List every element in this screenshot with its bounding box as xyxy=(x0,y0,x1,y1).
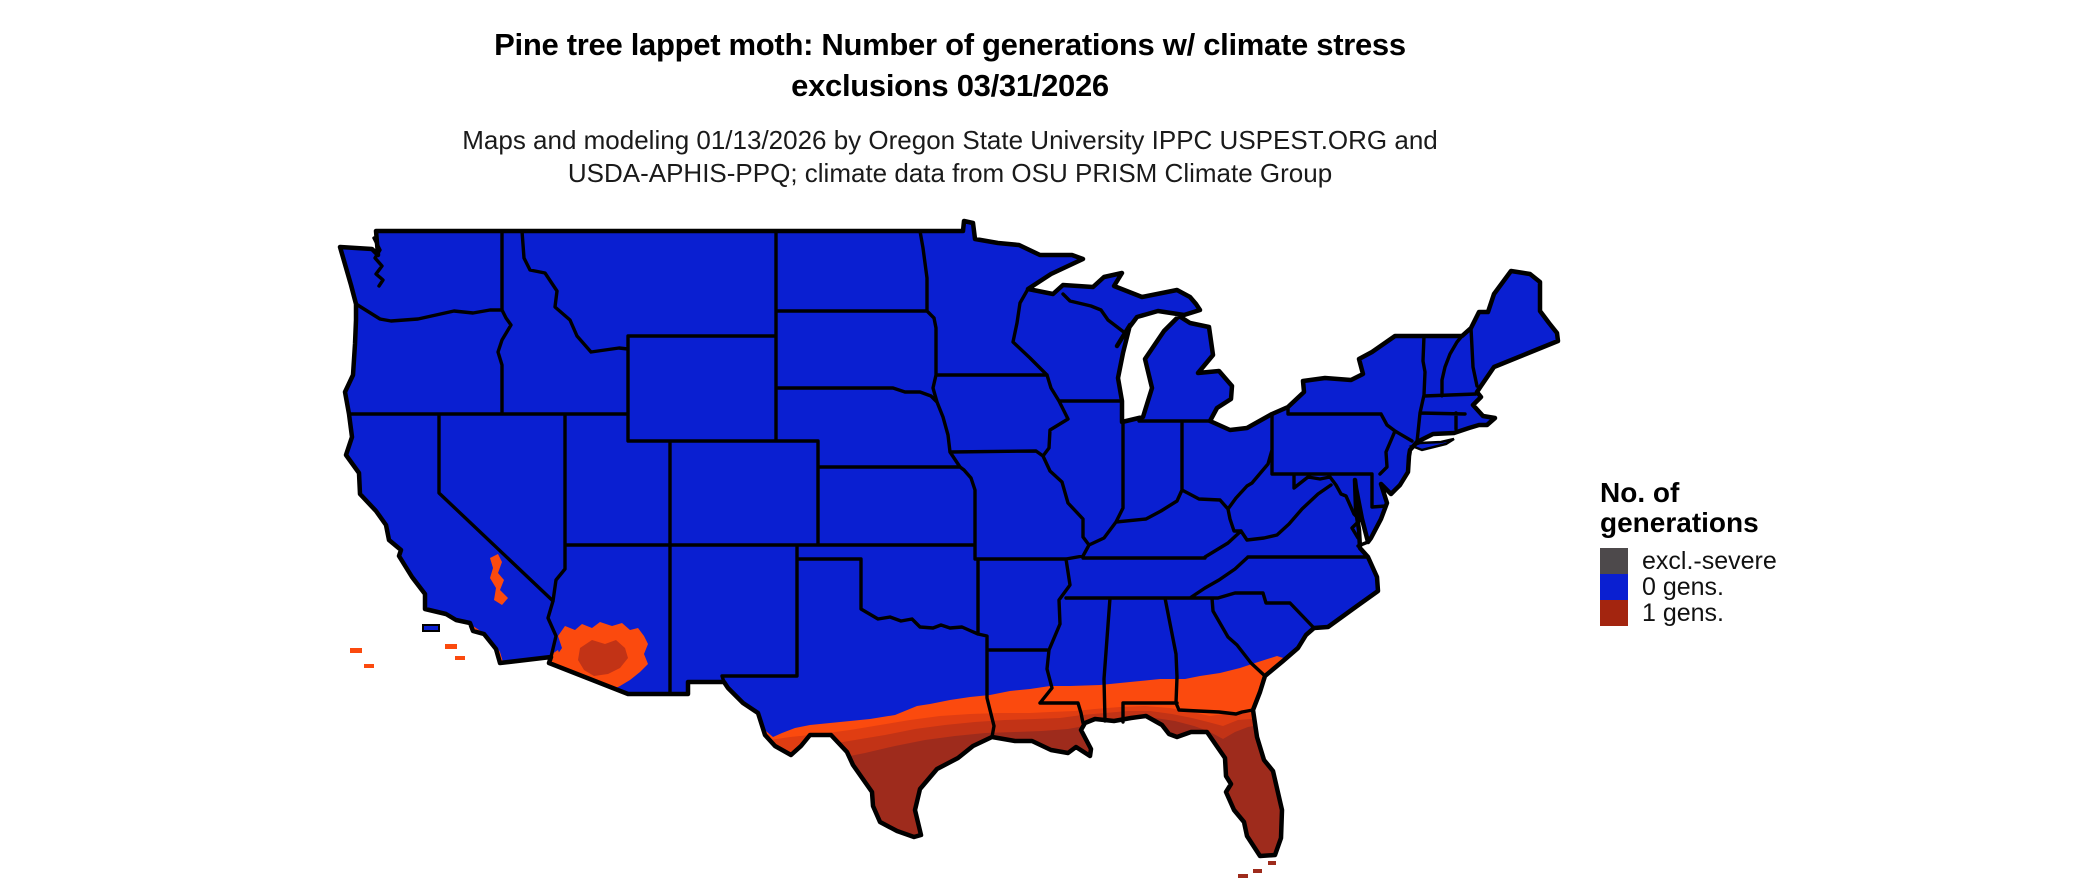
map-title-line1: Pine tree lappet moth: Number of generat… xyxy=(494,27,1406,62)
map-subtitle: Maps and modeling 01/13/2026 by Oregon S… xyxy=(200,124,1700,190)
legend-item-zero-gens: 0 gens. xyxy=(1600,572,1777,601)
state-borders xyxy=(347,229,1479,739)
legend-swatch-zero-gens xyxy=(1600,574,1628,600)
legend-title: No. of generations xyxy=(1600,478,1777,538)
legend-title-line1: No. of xyxy=(1600,477,1680,508)
map-subtitle-line2: USDA-APHIS-PPQ; climate data from OSU PR… xyxy=(567,158,1333,188)
map-subtitle-line1: Maps and modeling 01/13/2026 by Oregon S… xyxy=(462,125,1438,155)
legend-swatch-one-gens xyxy=(1600,600,1628,626)
channel-islands xyxy=(350,644,465,668)
map-title-line2: exclusions 03/31/2026 xyxy=(791,68,1109,103)
legend-swatch-excl-severe xyxy=(1600,548,1628,574)
legend-item-one-gens: 1 gens. xyxy=(1600,598,1777,627)
legend-label-zero-gens: 0 gens. xyxy=(1642,572,1725,601)
florida-keys xyxy=(1238,861,1276,878)
legend-title-line2: generations xyxy=(1600,507,1759,538)
channel-island-blue xyxy=(422,624,440,632)
figure-header: Pine tree lappet moth: Number of generat… xyxy=(200,24,1700,190)
us-generations-map xyxy=(330,218,1580,878)
legend-label-one-gens: 1 gens. xyxy=(1642,598,1725,627)
legend-item-excl-severe: excl.-severe xyxy=(1600,546,1777,575)
legend: No. of generations excl.-severe 0 gens. … xyxy=(1600,478,1777,627)
legend-label-excl-severe: excl.-severe xyxy=(1642,546,1777,575)
